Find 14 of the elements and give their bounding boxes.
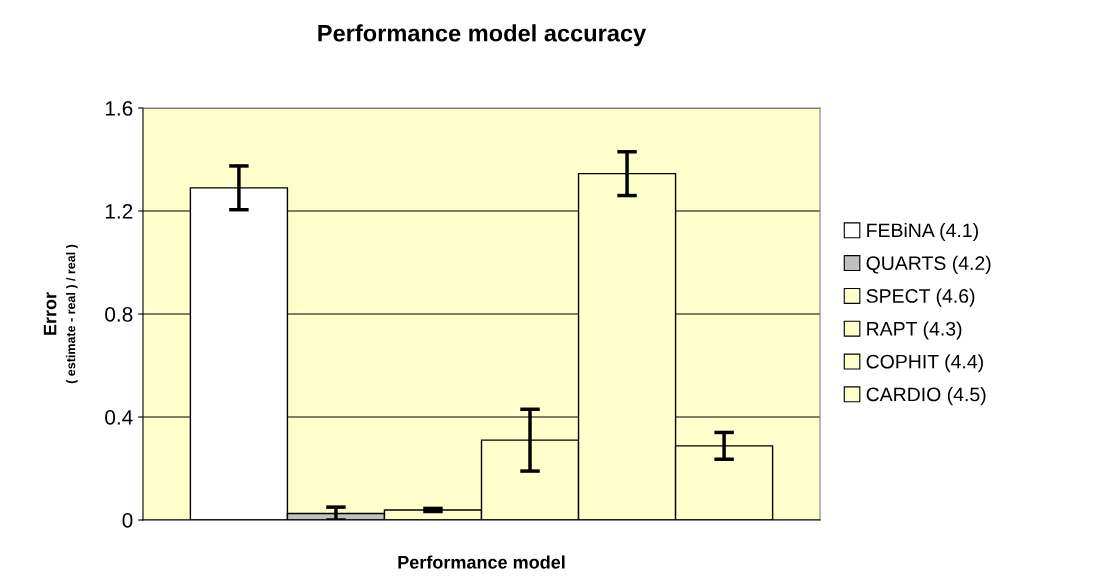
legend-label: RAPT (4.3) (867, 321, 962, 340)
y-tick-label: 1.2 (105, 204, 133, 219)
legend-label: CARDIO (4.5) (866, 387, 986, 406)
y-tick-label: 0.4 (105, 410, 133, 425)
x-axis-title: Performance model (398, 555, 565, 569)
y-axis-title: Error ( estimate - real ) / real ) (43, 244, 78, 384)
legend-label: SPECT (4.6) (866, 288, 975, 307)
legend-label: COPHIT (4.4) (866, 354, 983, 373)
chart-title: Performance model accuracy (318, 24, 647, 47)
legend-label: FEBiNA (4.1) (867, 222, 978, 242)
y-tick-label: 0.8 (105, 307, 133, 322)
legend-label: QUARTS (4.2) (866, 255, 991, 274)
y-tick-label: 1.6 (105, 101, 133, 116)
y-tick-label: 0 (122, 513, 133, 528)
